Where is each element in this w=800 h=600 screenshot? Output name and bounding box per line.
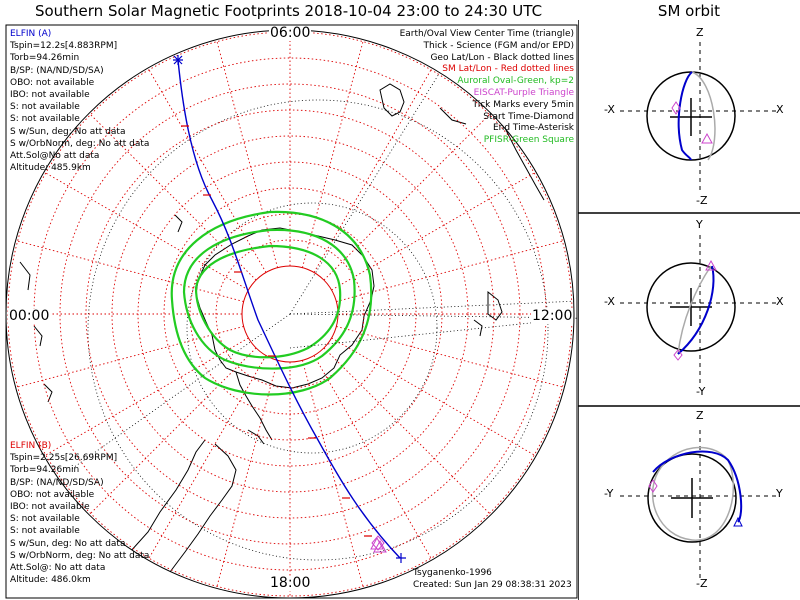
mlt-label-left: 00:00 xyxy=(8,308,51,324)
credits: Tsyganenko-1996 Created: Sun Jan 29 08:3… xyxy=(413,567,572,590)
mlt-label-right: 12:00 xyxy=(531,308,574,324)
orbit3-top-label: Z xyxy=(696,409,704,422)
elfin-b-info: ELFIN (B) Tspin=2.25s[26.69RPM] Torb=94.… xyxy=(10,440,149,586)
model-name: Tsyganenko-1996 xyxy=(413,568,492,578)
elfin-a-line: S w/Sun, deg: No att data xyxy=(10,126,126,137)
orbit-panel-xy xyxy=(620,235,780,385)
track-end-asterisk-b xyxy=(396,553,406,563)
end-time-asterisk xyxy=(173,55,183,65)
sm-lon-line xyxy=(15,240,244,303)
sm-lon-line xyxy=(313,67,433,273)
sm-lon-line xyxy=(323,112,492,281)
orbit-panel-yz xyxy=(620,430,780,580)
sm-lon-line xyxy=(323,347,492,516)
track-tick-marks xyxy=(181,125,372,537)
sm-lon-line xyxy=(301,39,364,268)
view-center-triangle-b xyxy=(373,539,387,553)
orbit1-left-label: -X xyxy=(604,103,615,116)
sm-lat-circle xyxy=(111,135,469,493)
view-center-triangle xyxy=(370,536,384,550)
orbit3-right-label: Y xyxy=(776,487,783,500)
legend-item: Earth/Oval View Center Time (triangle) xyxy=(399,29,574,39)
elfin-b-line: OBO: not available xyxy=(10,489,95,500)
sm-lon-line xyxy=(216,39,279,268)
legend-item: PFISR-Green Square xyxy=(483,135,574,146)
orbit-panel-xz xyxy=(620,42,780,192)
orbit-panel-title: SM orbit xyxy=(657,2,721,20)
elfin-a-info: ELFIN (A) Tspin=12.2s[4.883RPM] Torb=94.… xyxy=(10,28,149,174)
sm-lon-line xyxy=(313,355,433,561)
elfin-b-line: Torb=94.26min xyxy=(10,465,80,476)
sm-lat-circle xyxy=(59,83,521,545)
orbit2-bottom-label: -Y xyxy=(696,385,706,398)
orbit2-right-label: X xyxy=(776,295,784,308)
elfin-b-line: B/SP: (NA/ND/SD/SA) xyxy=(10,477,104,488)
elfin-b-line: S: not available xyxy=(10,514,80,525)
sm-lon-line xyxy=(331,171,537,291)
elfin-b-line: S w/Sun, deg: No att data xyxy=(10,538,126,549)
sm-lon-line xyxy=(88,347,257,516)
legend-item: End Time-Asterisk xyxy=(492,123,574,134)
elfin-a-line: OBO: not available xyxy=(10,77,95,88)
legend-item: EISCAT-Purple Triangle xyxy=(473,87,574,98)
elfin-b-line: Att.Sol@: No att data xyxy=(10,562,106,573)
sm-lon-line xyxy=(331,337,537,457)
elfin-b-line: S: not available xyxy=(10,526,80,537)
elfin-a-line: Att.Sol@No att data xyxy=(10,150,100,161)
elfin-a-line: S: not available xyxy=(10,102,80,113)
sm-lat-circle xyxy=(163,187,417,441)
elfin-b-line: Tspin=2.25s[26.69RPM] xyxy=(10,453,118,464)
page-title: Southern Solar Magnetic Footprints 2018-… xyxy=(34,2,543,20)
geo-grid xyxy=(69,39,574,561)
mlt-label-bottom: 18:00 xyxy=(269,575,312,591)
sm-lon-line xyxy=(216,360,279,589)
legend-item: Auroral Oval-Green, kp=2 xyxy=(457,76,574,87)
legend-item: Tick Marks every 5min xyxy=(472,99,574,110)
orbit1-right-label: X xyxy=(776,103,784,116)
footprint-map xyxy=(5,24,578,599)
orbit3-left-label: -Y xyxy=(604,487,614,500)
start-time-diamond xyxy=(371,535,385,551)
sm-lon-line xyxy=(88,112,257,281)
sm-lon-line xyxy=(43,171,249,291)
elfin-a-line: S w/OrbNorm, deg: No att data xyxy=(10,138,150,149)
elfin-b-line: S w/OrbNorm, deg: No att data xyxy=(10,550,150,561)
sm-lon-line xyxy=(43,337,249,457)
sm-orbit-panels xyxy=(578,20,800,600)
sm-lon-line xyxy=(147,67,267,273)
sm-lon-line xyxy=(336,240,565,303)
elfin-a-line: S: not available xyxy=(10,114,80,125)
elfin-b-line: IBO: not available xyxy=(10,501,90,512)
elfin-b-name: ELFIN (B) xyxy=(10,441,52,451)
orbit2-left-label: -X xyxy=(604,295,615,308)
elfin-a-line: IBO: not available xyxy=(10,89,90,100)
legend-item: SM Lat/Lon - Red dotted lines xyxy=(442,64,574,75)
orbit2-top-label: Y xyxy=(696,218,703,231)
orbit1-bottom-label: -Z xyxy=(696,194,708,207)
elfin-a-line: Tspin=12.2s[4.883RPM] xyxy=(10,41,118,52)
sm-lon-line xyxy=(336,325,565,388)
elfin-b-line: Altitude: 486.0km xyxy=(10,575,91,586)
auroral-oval xyxy=(170,210,373,396)
mlt-label-top: 06:00 xyxy=(269,25,312,41)
orbit3-bottom-label: -Z xyxy=(696,577,708,590)
sm-lon-line xyxy=(15,325,244,388)
map-legend: Earth/Oval View Center Time (triangle) T… xyxy=(400,28,574,146)
sm-lon-line xyxy=(301,360,364,589)
elfin-a-line: B/SP: (NA/ND/SD/SA) xyxy=(10,65,104,76)
elfin-a-name: ELFIN (A) xyxy=(10,29,52,39)
legend-item: Geo Lat/Lon - Black dotted lines xyxy=(430,52,574,63)
footprint-track xyxy=(177,59,401,559)
sm-lon-line xyxy=(147,355,267,561)
legend-item: Thick - Science (FGM and/or EPD) xyxy=(423,40,574,51)
elfin-a-line: Torb=94.26min xyxy=(10,53,80,64)
created-timestamp: Created: Sun Jan 29 08:38:31 2023 xyxy=(413,579,572,590)
elfin-a-line: Altitude: 485.9km xyxy=(10,163,91,174)
legend-item: Start Time-Diamond xyxy=(483,111,574,122)
orbit1-top-label: Z xyxy=(696,26,704,39)
